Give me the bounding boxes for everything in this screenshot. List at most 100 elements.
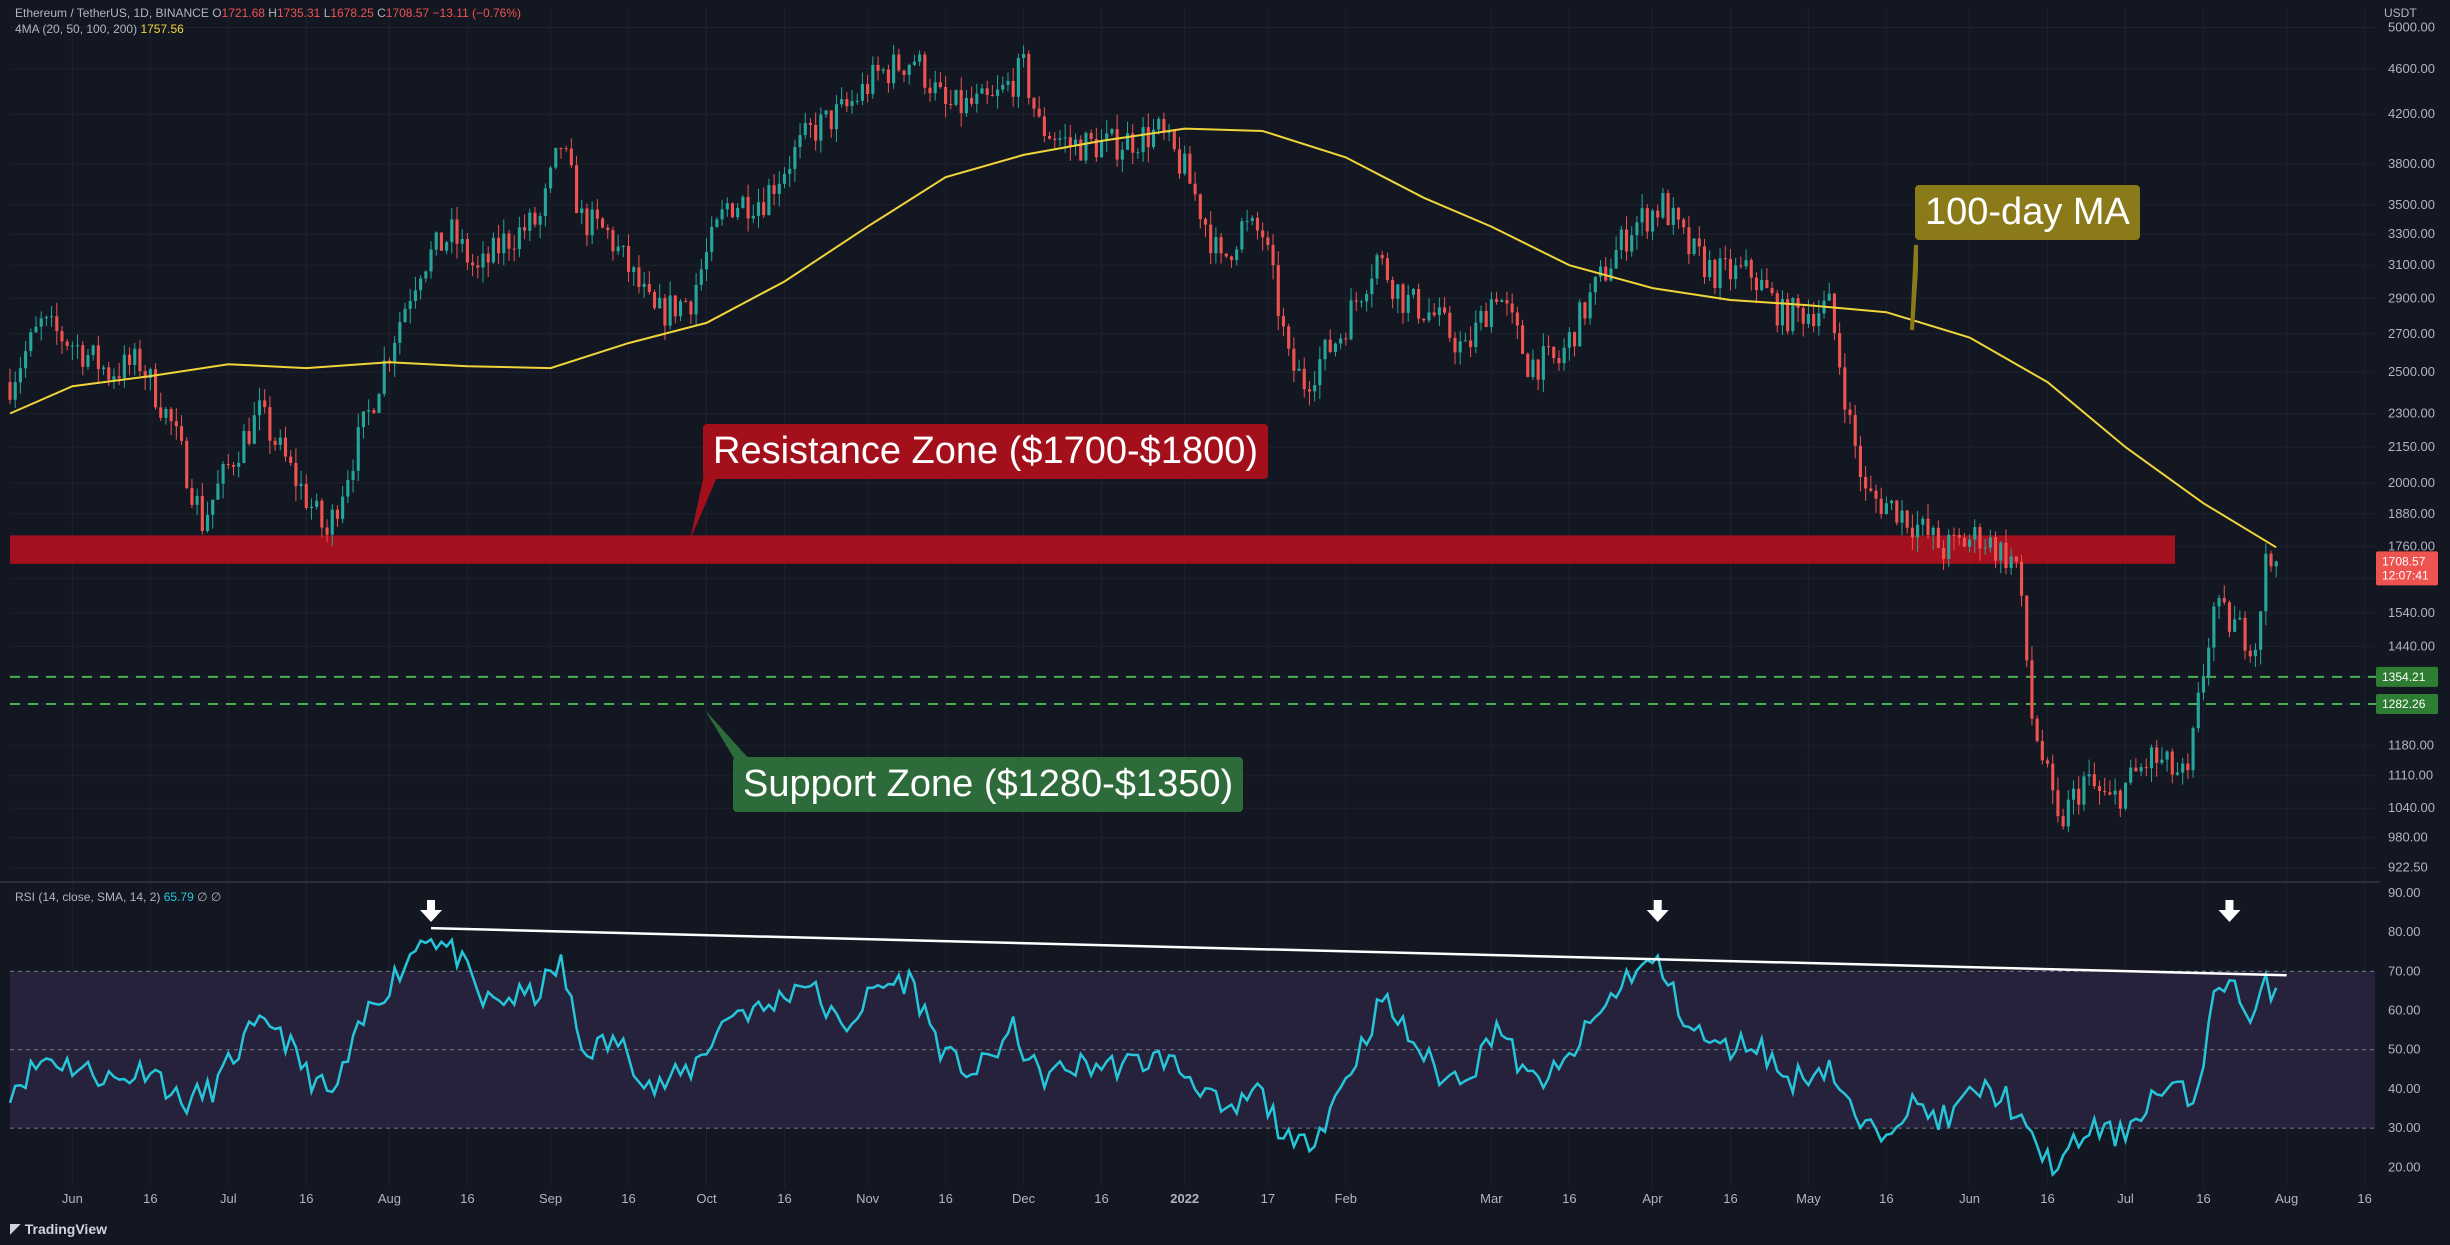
time-tick-label[interactable]: Jun [62, 1191, 83, 1206]
time-tick-label[interactable]: 16 [460, 1191, 474, 1206]
price-tick-label[interactable]: 1110.00 [2388, 768, 2433, 783]
time-tick-label[interactable]: 16 [2357, 1191, 2371, 1206]
candle-body [975, 93, 979, 104]
candle-body [1484, 310, 1488, 328]
rsi-tick-label[interactable]: 30.00 [2388, 1120, 2421, 1135]
time-tick-label[interactable]: 16 [777, 1191, 791, 1206]
candle-body [398, 322, 402, 343]
price-tick-label[interactable]: 980.00 [2388, 830, 2428, 845]
candle-body [1224, 253, 1228, 257]
price-tick-label[interactable]: 2700.00 [2388, 326, 2435, 341]
rsi-tick-label[interactable]: 60.00 [2388, 1003, 2421, 1018]
candle-body [91, 345, 95, 356]
price-tick-label[interactable]: 4600.00 [2388, 61, 2435, 76]
candle-body [2222, 598, 2226, 603]
price-tick-label[interactable]: 3300.00 [2388, 226, 2435, 241]
candle-body [1879, 498, 1883, 515]
time-tick-label[interactable]: 16 [621, 1191, 635, 1206]
time-tick-label[interactable]: 16 [2196, 1191, 2210, 1206]
rsi-tick-label[interactable]: 90.00 [2388, 885, 2421, 900]
tradingview-logo[interactable]: ◤ TradingView [10, 1220, 107, 1237]
price-tick-label[interactable]: 3500.00 [2388, 197, 2435, 212]
candle-body [2233, 619, 2237, 632]
time-tick-label[interactable]: Mar [1480, 1191, 1503, 1206]
time-tick-label[interactable]: Aug [2275, 1191, 2298, 1206]
candle-body [1110, 129, 1114, 134]
rsi-label[interactable]: RSI (14, close, SMA, 14, 2) [15, 890, 161, 904]
time-tick-label[interactable]: Oct [696, 1191, 717, 1206]
axes[interactable]: 5000.00 4600.00 4200.00 3800.00 3500.00 3300.… [62, 19, 2435, 1206]
price-tick-label[interactable]: 922.50 [2388, 860, 2428, 875]
candle-body [2035, 718, 2039, 742]
time-tick-label[interactable]: 16 [1562, 1191, 1576, 1206]
time-tick-label[interactable]: 16 [143, 1191, 157, 1206]
candle-body [1853, 415, 1857, 446]
time-tick-label[interactable]: Jul [220, 1191, 237, 1206]
candle-body [1141, 127, 1145, 153]
chart-header[interactable]: Ethereum / TetherUS, 1D, BINANCE O1721.6… [15, 6, 521, 20]
time-tick-label[interactable]: 2022 [1170, 1191, 1199, 1206]
price-tick-label[interactable]: 1440.00 [2388, 638, 2435, 653]
candle-body [626, 245, 631, 272]
ma-legend[interactable]: 4MA (20, 50, 100, 200) 1757.56 [15, 22, 184, 36]
time-tick-label[interactable]: Feb [1335, 1191, 1357, 1206]
candle-body [2103, 790, 2107, 793]
candle-body [860, 84, 864, 101]
symbol-title[interactable]: Ethereum / TetherUS, 1D, BINANCE [15, 6, 209, 20]
candle-body [1624, 229, 1629, 252]
time-tick-label[interactable]: 16 [1723, 1191, 1737, 1206]
price-tick-label[interactable]: 2500.00 [2388, 364, 2435, 379]
candle-body [403, 308, 407, 323]
time-tick-label[interactable]: 16 [938, 1191, 952, 1206]
candle-body [24, 351, 28, 369]
candle-body [1302, 368, 1306, 390]
price-tick-label[interactable]: 2000.00 [2388, 475, 2435, 490]
price-tick-label[interactable]: 3100.00 [2388, 257, 2435, 272]
peak-arrow-icon-3 [2218, 900, 2241, 922]
time-tick-label[interactable]: Dec [1012, 1191, 1036, 1206]
candle-body [330, 509, 334, 535]
price-tick-label[interactable]: 1760.00 [2388, 539, 2435, 554]
candle-body [320, 500, 324, 528]
rsi-tick-label[interactable]: 20.00 [2388, 1159, 2421, 1174]
candle-body [1656, 210, 1660, 218]
candle-body [1240, 221, 1244, 250]
candle-body [2227, 602, 2232, 632]
candle-body [699, 269, 703, 285]
rsi-tick-label[interactable]: 80.00 [2388, 924, 2421, 939]
candle-body [1562, 347, 1566, 364]
time-tick-label[interactable]: 17 [1261, 1191, 1275, 1206]
candle-body [1245, 220, 1249, 222]
price-tick-label[interactable]: 2150.00 [2388, 439, 2435, 454]
price-tick-label[interactable]: 3800.00 [2388, 156, 2435, 171]
candle-body [1619, 229, 1623, 251]
time-tick-label[interactable]: 16 [2040, 1191, 2054, 1206]
candle-body [1125, 133, 1130, 150]
time-tick-label[interactable]: 16 [1879, 1191, 1893, 1206]
price-tick-label[interactable]: 2300.00 [2388, 406, 2435, 421]
candle-body [346, 480, 350, 497]
rsi-tick-label[interactable]: 40.00 [2388, 1081, 2421, 1096]
time-tick-label[interactable]: May [1796, 1191, 1821, 1206]
price-tick-label[interactable]: 1040.00 [2388, 800, 2435, 815]
time-tick-label[interactable]: Nov [856, 1191, 880, 1206]
price-tick-label[interactable]: 4200.00 [2388, 106, 2435, 121]
rsi-tick-label[interactable]: 70.00 [2388, 963, 2421, 978]
rsi-tick-label[interactable]: 50.00 [2388, 1042, 2421, 1057]
time-tick-label[interactable]: Jun [1959, 1191, 1980, 1206]
price-tick-label[interactable]: 1180.00 [2388, 737, 2434, 752]
time-tick-label[interactable]: Sep [539, 1191, 562, 1206]
time-tick-label[interactable]: Aug [378, 1191, 401, 1206]
price-tick-label[interactable]: 1880.00 [2388, 506, 2435, 521]
time-tick-label[interactable]: 16 [299, 1191, 313, 1206]
price-tick-label[interactable]: 5000.00 [2388, 19, 2435, 34]
resistance-zone [10, 535, 2175, 564]
candle-body [1359, 301, 1363, 303]
time-tick-label[interactable]: Apr [1642, 1191, 1663, 1206]
time-tick-label[interactable]: Jul [2117, 1191, 2134, 1206]
rsi-legend[interactable]: RSI (14, close, SMA, 14, 2) 65.79 ∅ ∅ [15, 890, 221, 904]
price-tick-label[interactable]: 1540.00 [2388, 605, 2435, 620]
price-tick-label[interactable]: 2900.00 [2388, 290, 2435, 305]
ma-label[interactable]: 4MA (20, 50, 100, 200) [15, 22, 138, 36]
time-tick-label[interactable]: 16 [1094, 1191, 1108, 1206]
